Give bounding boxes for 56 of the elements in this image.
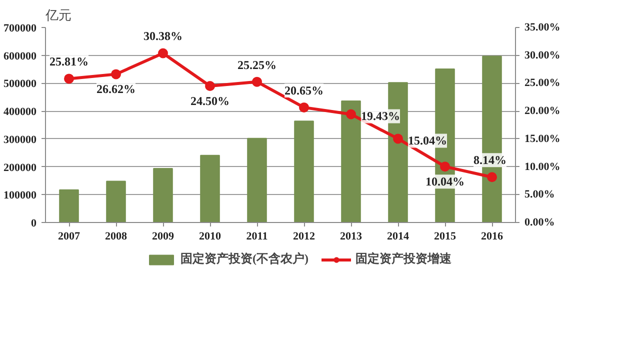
y-tick-label: 300000 [4, 134, 37, 146]
point [487, 172, 497, 182]
bar [294, 120, 314, 222]
y-axis-title: 亿元 [44, 8, 72, 22]
y-tick-label: 100000 [4, 190, 37, 202]
y2-tick-label: 5.00% [524, 188, 555, 201]
y2-tick-label: 30.00% [524, 49, 560, 62]
x-tick-label: 2010 [199, 230, 222, 242]
y-tick-label: 700000 [4, 22, 37, 34]
point [205, 81, 215, 91]
y-tick-label: 500000 [4, 78, 37, 90]
x-tick-label: 2008 [105, 230, 128, 242]
point [440, 162, 450, 172]
point [299, 102, 309, 112]
bar [200, 154, 220, 222]
point [64, 74, 74, 84]
bar [106, 180, 126, 222]
point [158, 48, 168, 58]
bar [247, 138, 267, 222]
y2-tick-label: 15.00% [524, 132, 560, 145]
data-label: 26.62% [96, 82, 136, 96]
legend-label: 固定资产投资(不含农户) [180, 250, 308, 268]
data-label: 19.43% [361, 109, 400, 124]
data-label: 10.04% [426, 174, 464, 189]
x-tick-label: 2007 [58, 230, 80, 242]
x-tick-label: 2014 [387, 230, 410, 242]
point [346, 109, 356, 120]
y2-tick-label: 35.00% [524, 22, 560, 34]
data-label: 20.65% [284, 83, 324, 98]
point [111, 69, 121, 80]
bar [59, 189, 79, 222]
point [393, 134, 403, 144]
y2-tick-label: 20.00% [524, 105, 560, 118]
x-tick-label: 2011 [246, 230, 268, 242]
data-label: 8.14% [474, 153, 506, 168]
x-tick-label: 2016 [481, 230, 504, 242]
bar [341, 100, 361, 222]
point [252, 76, 262, 87]
x-tick-label: 2015 [434, 230, 456, 242]
y-tick-label: 200000 [4, 162, 37, 174]
y2-tick-label: 25.00% [524, 77, 560, 90]
y-tick-label: 600000 [4, 50, 37, 62]
data-label: 15.04% [408, 134, 447, 148]
data-label: 25.81% [50, 54, 88, 69]
y-tick-label: 0 [31, 218, 37, 230]
data-label: 24.50% [190, 94, 230, 108]
x-tick-label: 2012 [293, 230, 316, 242]
data-label: 30.38% [144, 29, 182, 44]
data-label: 25.25% [238, 58, 276, 72]
y2-tick-label: 10.00% [524, 160, 560, 173]
x-tick-label: 2009 [152, 230, 174, 242]
y-tick-label: 400000 [4, 106, 37, 118]
x-tick-label: 2013 [340, 230, 362, 242]
y2-tick-label: 0.00% [524, 216, 555, 228]
bar [153, 168, 173, 222]
legend-label: 固定资产投资增速 [356, 250, 452, 268]
